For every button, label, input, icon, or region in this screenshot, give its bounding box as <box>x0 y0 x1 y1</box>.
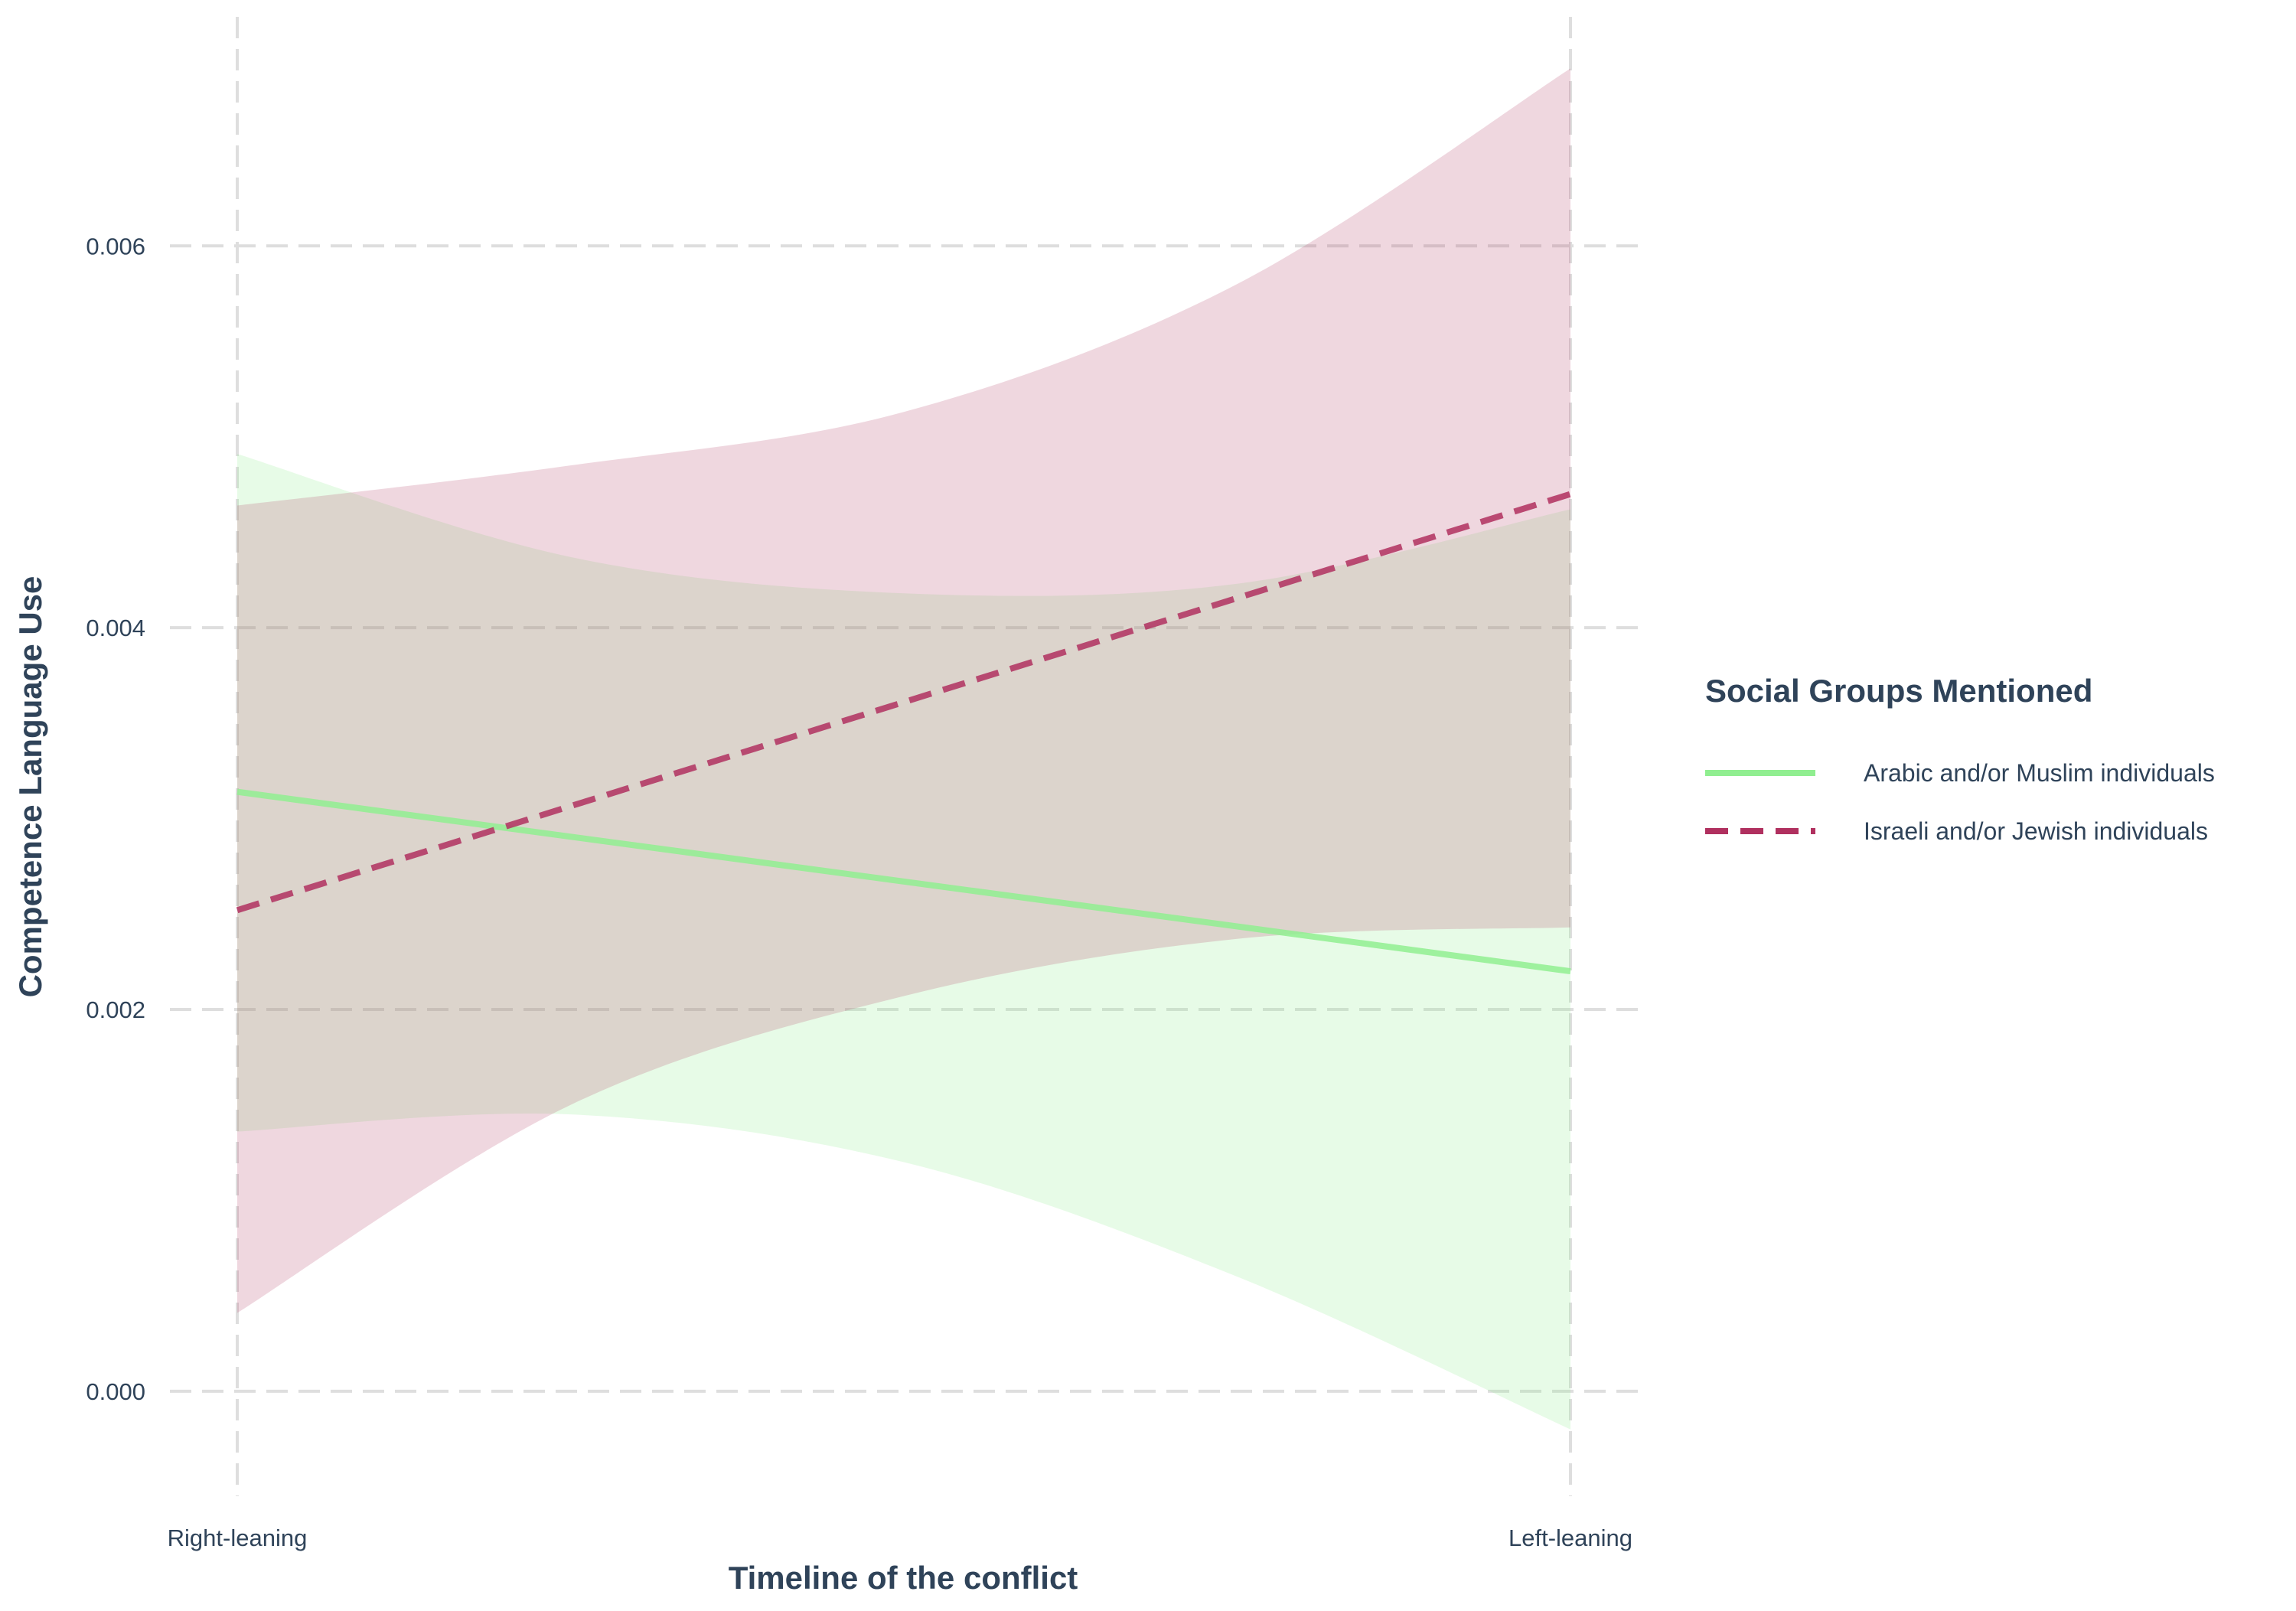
legend: Social Groups Mentioned Arabic and/or Mu… <box>1705 673 2215 845</box>
x-axis-title: Timeline of the conflict <box>729 1560 1078 1596</box>
y-tick-label: 0.002 <box>86 996 145 1023</box>
legend-label-2: Israeli and/or Jewish individuals <box>1864 817 2208 845</box>
line-layer <box>236 491 1572 975</box>
legend-items: Arabic and/or Muslim individuals Israeli … <box>1705 759 2215 845</box>
x-tick-label: Right-leaning <box>168 1525 308 1551</box>
y-tick-label: 0.006 <box>86 233 145 259</box>
confidence-ribbon-2 <box>237 68 1570 1313</box>
ribbon-layer <box>237 68 1570 1430</box>
series-line-2 <box>236 491 1572 914</box>
y-tick-label: 0.004 <box>86 615 145 641</box>
tick-layer: 0.000 0.002 0.004 0.006 Right-leaning Left-le… <box>86 233 1632 1551</box>
grid-layer <box>170 17 1638 1496</box>
legend-item-1: Arabic and/or Muslim individuals <box>1705 759 2215 787</box>
x-tick-label: Left-leaning <box>1508 1525 1632 1551</box>
confidence-ribbon-1 <box>237 454 1570 1430</box>
y-axis-title: Competence Language Use <box>12 576 48 998</box>
legend-item-2: Israeli and/or Jewish individuals <box>1705 817 2208 845</box>
series-line-1 <box>236 788 1571 975</box>
legend-label-1: Arabic and/or Muslim individuals <box>1864 759 2215 787</box>
legend-title: Social Groups Mentioned <box>1705 673 2092 709</box>
y-tick-label: 0.000 <box>86 1378 145 1405</box>
